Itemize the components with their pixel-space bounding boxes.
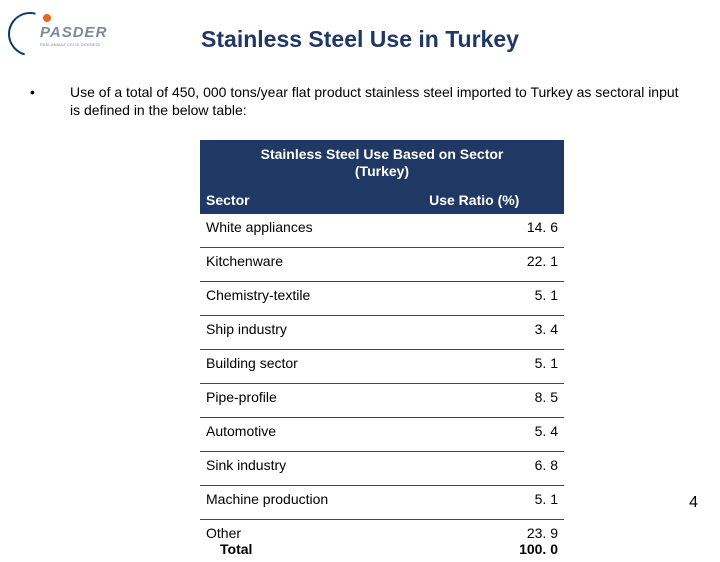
sector-table: Stainless Steel Use Based on Sector (Tur… (200, 140, 564, 562)
bullet-text: Use of a total of 450, 000 tons/year fla… (70, 84, 690, 119)
cell-ratio: 5. 1 (411, 349, 564, 383)
cell-sector: Machine production (200, 485, 411, 519)
cell-ratio: 5. 1 (411, 485, 564, 519)
cell-other-label: Other (206, 525, 405, 541)
cell-sector: Sink industry (200, 451, 411, 485)
table-row: Chemistry-textile 5. 1 (200, 281, 564, 315)
cell-sector: White appliances (200, 214, 411, 248)
table-row: Pipe-profile 8. 5 (200, 383, 564, 417)
table-row: Sink industry 6. 8 (200, 451, 564, 485)
cell-ratio: 6. 8 (411, 451, 564, 485)
table-title-line2: (Turkey) (355, 163, 409, 179)
logo-dot-icon (43, 14, 51, 22)
cell-ratio: 3. 4 (411, 315, 564, 349)
cell-sector: Kitchenware (200, 247, 411, 281)
table-row: Automotive 5. 4 (200, 417, 564, 451)
cell-ratio: 5. 4 (411, 417, 564, 451)
table-other-total-row: Other Total 23. 9 100. 0 (200, 519, 564, 562)
cell-ratio: 5. 1 (411, 281, 564, 315)
table-row: Ship industry 3. 4 (200, 315, 564, 349)
cell-other-ratio: 23. 9 (417, 525, 558, 541)
cell-sector: Automotive (200, 417, 411, 451)
table-title-row: Stainless Steel Use Based on Sector (Tur… (200, 140, 564, 186)
cell-ratio: 8. 5 (411, 383, 564, 417)
cell-total-label: Total (206, 541, 405, 557)
cell-sector: Ship industry (200, 315, 411, 349)
cell-ratio: 22. 1 (411, 247, 564, 281)
table-row: Kitchenware 22. 1 (200, 247, 564, 281)
cell-sector: Pipe-profile (200, 383, 411, 417)
table-title-line1: Stainless Steel Use Based on Sector (261, 146, 504, 162)
cell-sector: Chemistry-textile (200, 281, 411, 315)
cell-sector: Building sector (200, 349, 411, 383)
table-row: White appliances 14. 6 (200, 214, 564, 248)
cell-ratio: 14. 6 (411, 214, 564, 248)
bullet-marker: • (30, 84, 70, 119)
cell-total-ratio: 100. 0 (417, 541, 558, 557)
col-header-sector: Sector (200, 186, 411, 214)
col-header-ratio: Use Ratio (%) (411, 186, 564, 214)
table-row: Machine production 5. 1 (200, 485, 564, 519)
bullet-item: • Use of a total of 450, 000 tons/year f… (30, 84, 690, 119)
table-row: Building sector 5. 1 (200, 349, 564, 383)
table-header-row: Sector Use Ratio (%) (200, 186, 564, 214)
page-number: 4 (689, 494, 698, 512)
page-title: Stainless Steel Use in Turkey (0, 26, 720, 53)
